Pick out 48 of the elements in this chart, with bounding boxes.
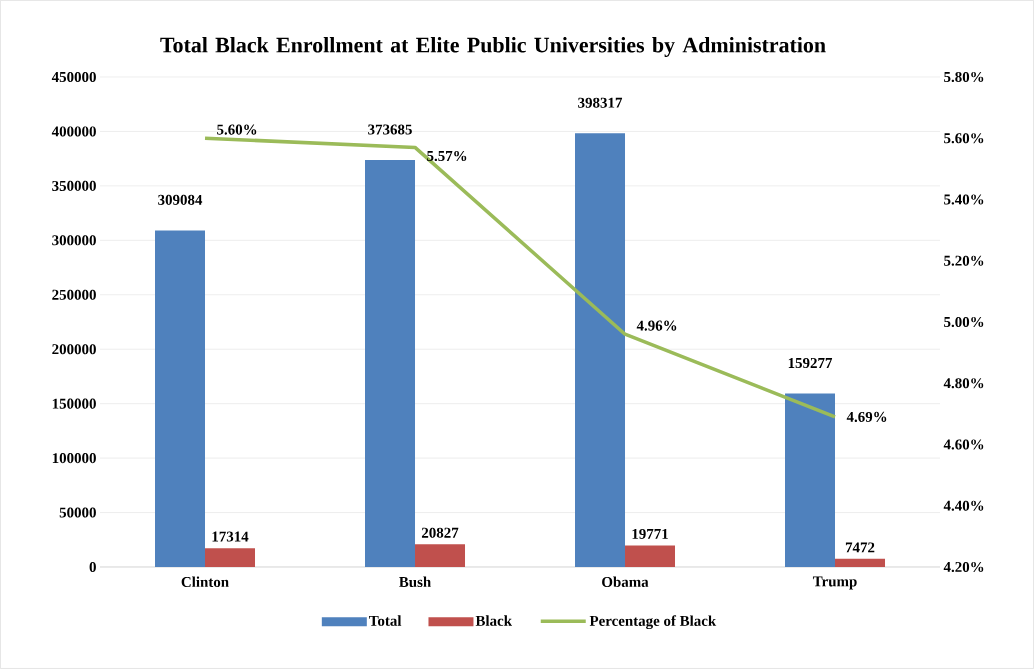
data-label: 20827 (421, 527, 459, 538)
bar (785, 393, 836, 567)
bar (155, 230, 206, 567)
y-tick-label: 100000 (52, 453, 96, 464)
y-tick-label: 450000 (51, 71, 96, 83)
y-tick-label: 350000 (52, 180, 96, 191)
y2-tick-label: 4.80% (943, 378, 984, 389)
y2-tick-label: 5.80% (944, 71, 984, 83)
chart-title: Total Black Enrollment at Elite Public Universities by Administration (160, 37, 826, 57)
bar (365, 160, 416, 567)
y2-tick-label: 4.20% (943, 561, 984, 573)
data-label: 309084 (158, 194, 203, 205)
data-label: 373685 (368, 124, 412, 135)
x-tick-label: Clinton (181, 576, 229, 588)
y2-tick-label: 4.40% (943, 500, 984, 511)
bar (205, 548, 256, 567)
legend-label: Total (369, 615, 402, 626)
line-series (203, 136, 837, 419)
x-tick-label: Obama (602, 576, 649, 588)
y-tick-label: 200000 (52, 344, 96, 355)
data-label: 17314 (212, 531, 249, 542)
data-label: 4.69% (846, 411, 887, 422)
x-tick-label: Bush (399, 576, 431, 588)
data-label: 5.57% (427, 150, 467, 162)
bar (575, 133, 626, 567)
legend-label: Percentage of Black (589, 615, 717, 630)
x-tick-label: Trump (812, 576, 857, 590)
y-tick-label: 150000 (52, 398, 96, 409)
y-tick-label: 400000 (51, 126, 96, 137)
y-tick-label: 0 (89, 561, 96, 573)
y2-tick-label: 5.60% (944, 133, 984, 144)
data-label: 19771 (632, 528, 668, 539)
bar (835, 558, 886, 567)
y-tick-label: 250000 (52, 289, 96, 300)
y-tick-label: 300000 (52, 235, 96, 246)
data-label: 7472 (845, 542, 875, 553)
bar (625, 545, 676, 567)
bar (415, 544, 466, 567)
legend-label: Black (475, 615, 512, 626)
data-label: 398317 (578, 97, 623, 108)
y2-tick-label: 5.20% (944, 255, 984, 266)
y-tick-label: 50000 (59, 507, 96, 518)
data-label: 5.60% (217, 124, 257, 135)
y2-tick-label: 5.40% (944, 194, 984, 205)
y2-tick-label: 5.00% (944, 316, 984, 328)
y2-tick-label: 4.60% (943, 439, 984, 450)
data-label: 159277 (788, 357, 833, 369)
data-label: 4.96% (636, 320, 677, 331)
